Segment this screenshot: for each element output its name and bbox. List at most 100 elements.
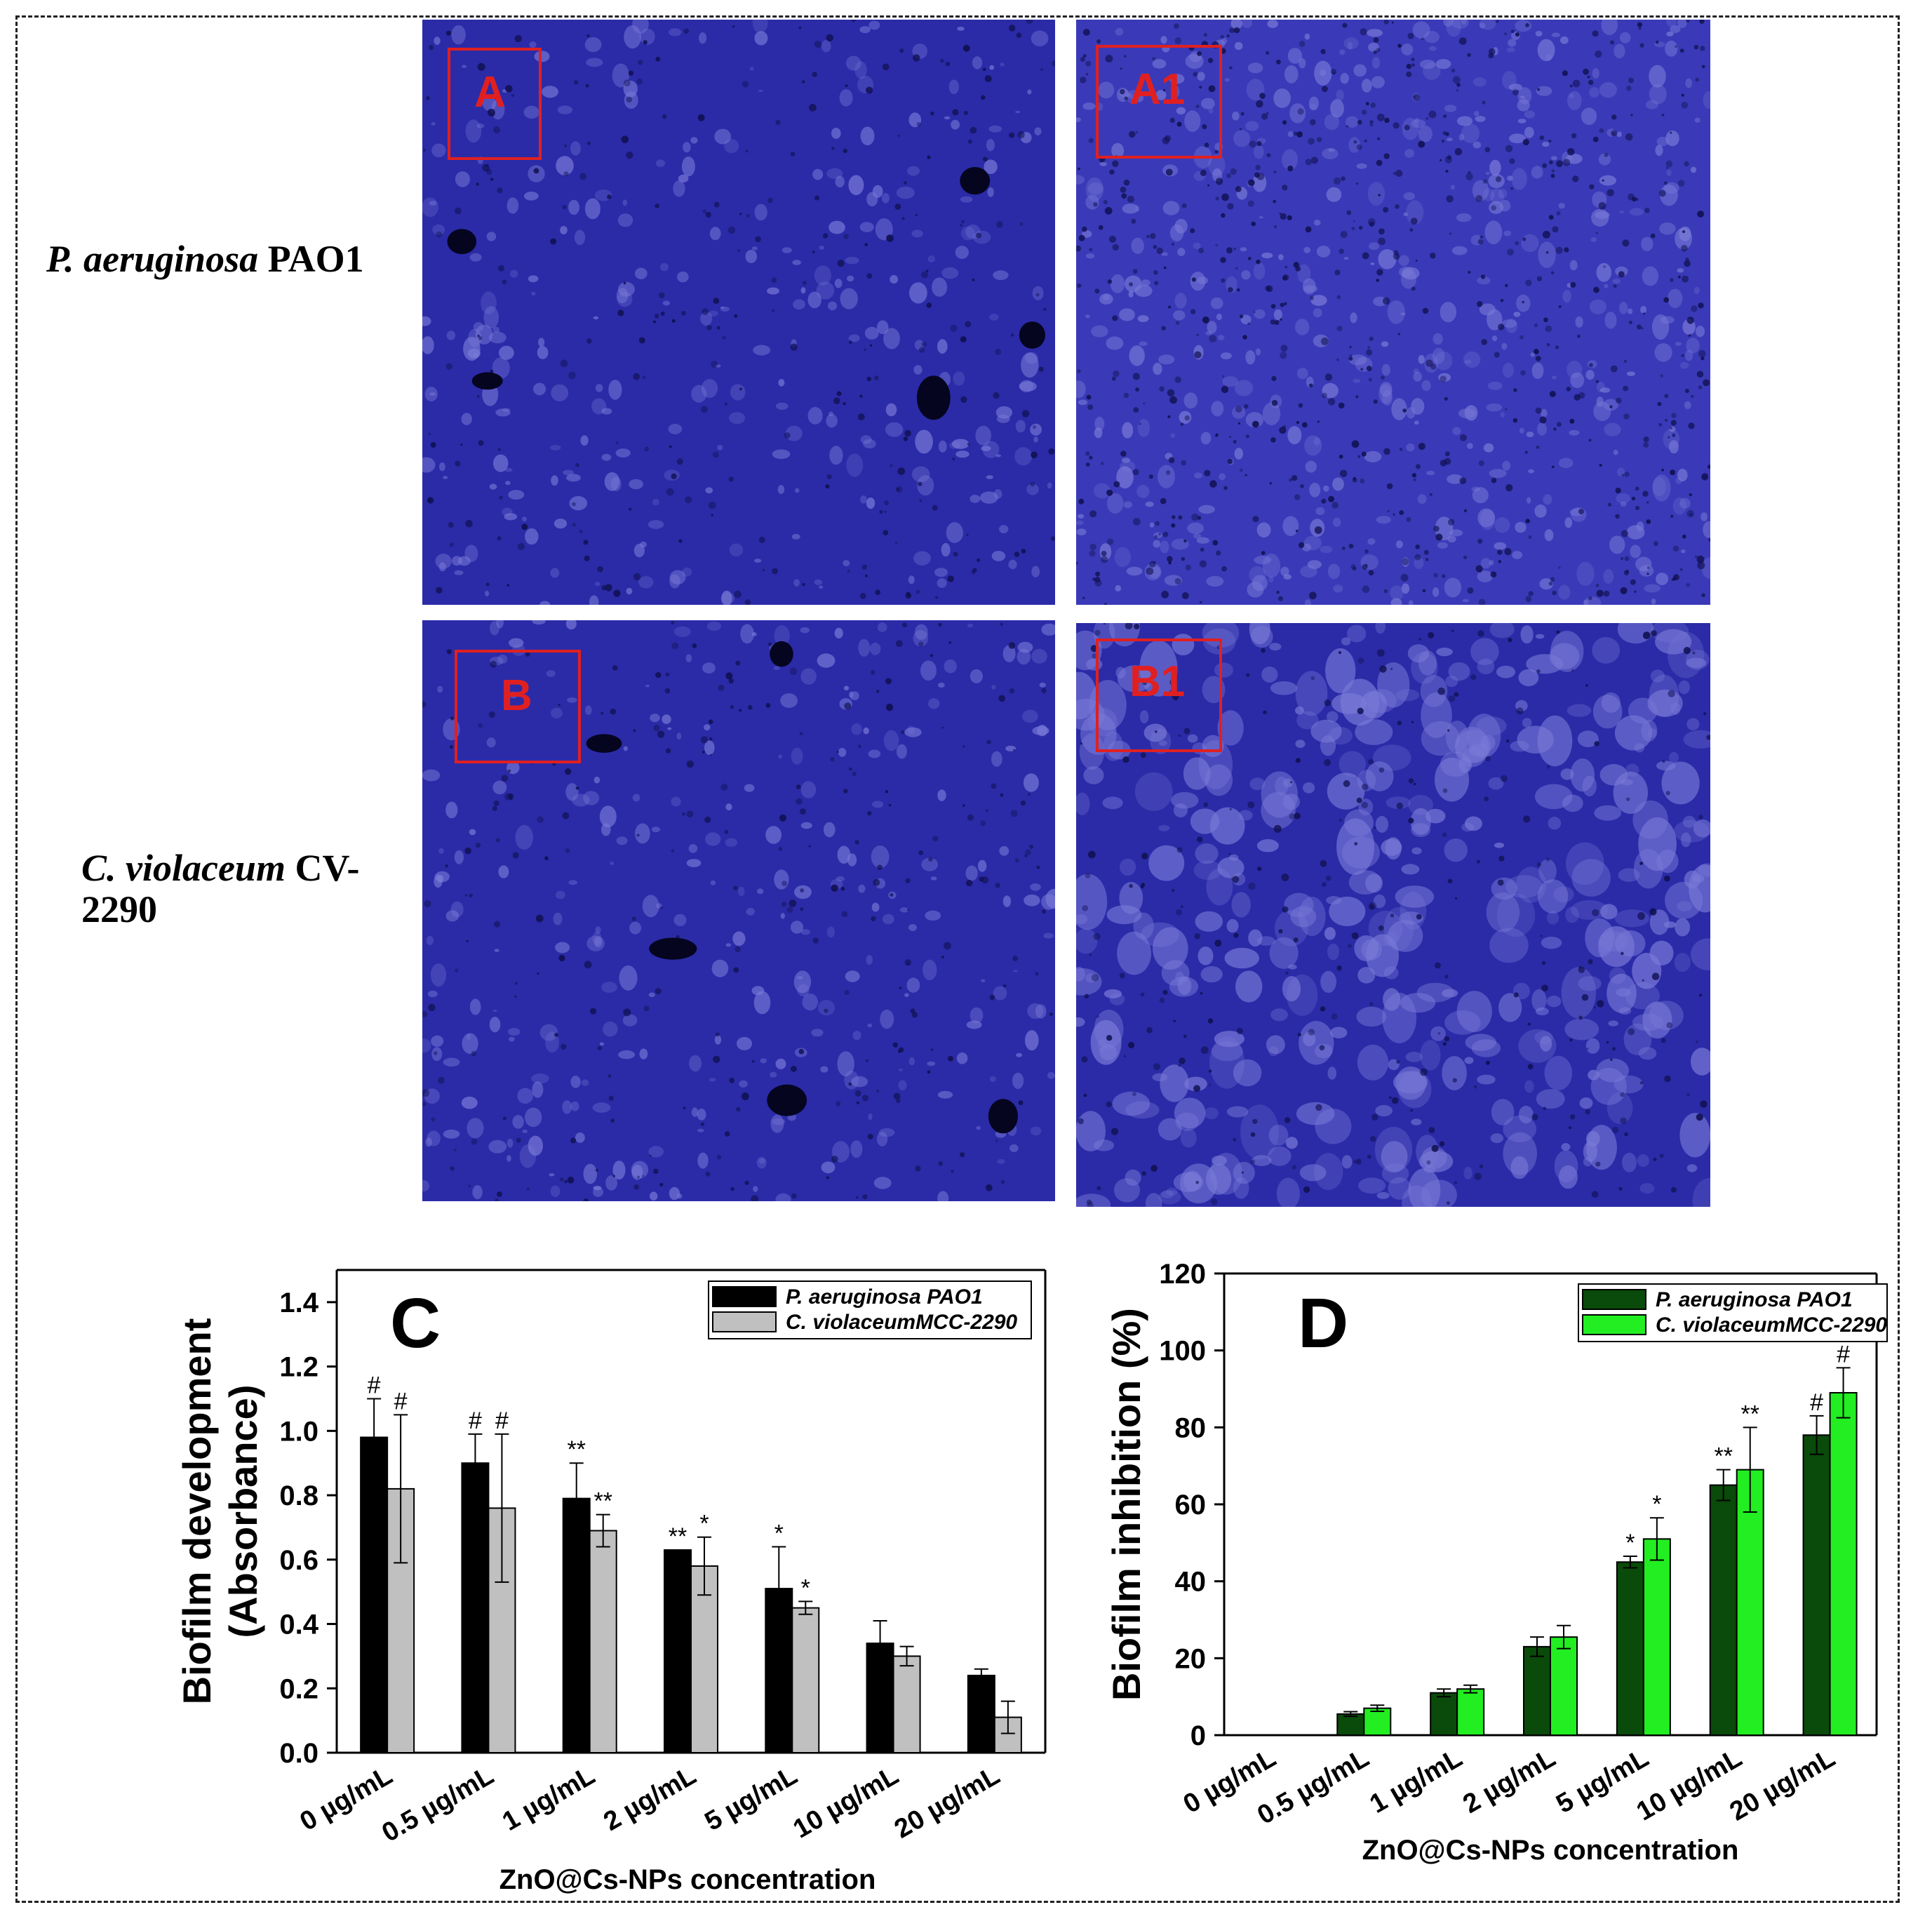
micrograph-light-patch — [1137, 315, 1149, 322]
micrograph-light-patch — [1581, 107, 1597, 125]
micrograph-light-patch — [1315, 1109, 1352, 1144]
micrograph-light-patch — [1534, 504, 1547, 518]
micrograph-cell-cluster — [1176, 847, 1183, 853]
micrograph-cell-cluster — [1413, 782, 1416, 786]
micrograph-light-patch — [599, 805, 617, 828]
micrograph-cell-cluster — [762, 569, 765, 572]
micrograph-light-patch — [1442, 989, 1458, 998]
micrograph-cell-cluster — [1190, 309, 1196, 315]
micrograph-light-patch — [539, 1024, 558, 1041]
micrograph-cell-cluster — [643, 40, 648, 45]
micrograph-light-patch — [987, 187, 994, 197]
micrograph-cell-cluster — [1381, 375, 1385, 380]
micrograph-cell-cluster — [1010, 333, 1014, 337]
micrograph-light-patch — [580, 435, 589, 446]
micrograph-light-patch — [1283, 574, 1292, 580]
micrograph-light-patch — [868, 20, 880, 30]
micrograph-cell-cluster — [960, 224, 962, 227]
micrograph-light-patch — [631, 1165, 643, 1180]
micrograph-light-patch — [1158, 1118, 1182, 1141]
micrograph-cell-cluster — [725, 672, 733, 680]
micrograph-cell-cluster — [1383, 20, 1389, 25]
micrograph-light-patch — [604, 472, 620, 491]
micrograph-cell-cluster — [436, 231, 443, 238]
micrograph-cell-cluster — [613, 589, 621, 597]
micrograph-cell-cluster — [986, 1184, 993, 1191]
micrograph-light-patch — [1554, 1150, 1578, 1182]
micrograph-light-patch — [570, 1101, 579, 1111]
micrograph-light-patch — [1655, 145, 1663, 156]
micrograph-light-patch — [1248, 929, 1263, 947]
micrograph-light-patch — [1296, 711, 1319, 730]
micrograph-light-patch — [1012, 1072, 1024, 1090]
micrograph-cell-cluster — [514, 34, 522, 43]
micrograph-light-patch — [498, 865, 509, 878]
micrograph-light-patch — [1310, 719, 1342, 743]
micrograph-cell-cluster — [1223, 486, 1228, 490]
micrograph-light-patch — [557, 105, 573, 114]
micrograph-cell-cluster — [692, 643, 697, 648]
micrograph-light-patch — [1009, 1144, 1019, 1152]
micrograph-light-patch — [1287, 974, 1318, 1016]
micrograph-cell-cluster — [497, 1191, 502, 1197]
micrograph-light-patch — [1268, 1124, 1289, 1146]
micrograph-light-patch — [995, 454, 1001, 457]
micrograph-light-patch — [671, 796, 681, 807]
chart-d-legend-swatch — [1582, 1314, 1646, 1335]
micrograph-light-patch — [778, 754, 783, 759]
micrograph-cell-cluster — [1556, 160, 1563, 168]
micrograph-light-patch — [730, 384, 746, 401]
micrograph-light-patch — [569, 496, 588, 511]
micrograph-light-patch — [1238, 810, 1253, 821]
micrograph-cell-cluster — [901, 730, 905, 735]
micrograph-cell-cluster — [1332, 72, 1336, 75]
micrograph-light-patch — [1601, 20, 1618, 35]
micrograph-light-patch — [1599, 82, 1617, 98]
micrograph-light-patch — [482, 95, 497, 111]
micrograph-cell-cluster — [1595, 380, 1599, 383]
micrograph-light-patch — [1375, 623, 1386, 634]
micrograph-cell-cluster — [894, 542, 898, 544]
micrograph-cell-cluster — [1429, 493, 1433, 497]
micrograph-light-patch — [758, 89, 763, 93]
micrograph-cell-cluster — [633, 373, 640, 380]
micrograph-cell-cluster — [1422, 589, 1426, 593]
micrograph-light-patch — [1546, 911, 1559, 925]
micrograph-cell-cluster — [772, 568, 778, 575]
micrograph-light-patch — [589, 595, 599, 605]
micrograph-light-patch — [1184, 110, 1201, 132]
micrograph-light-patch — [1341, 1155, 1353, 1169]
micrograph-cell-cluster — [913, 54, 920, 62]
micrograph-light-patch — [836, 876, 845, 882]
micrograph-cell-cluster — [1251, 221, 1256, 227]
micrograph-light-patch — [1329, 896, 1366, 927]
micrograph-cell-cluster — [1388, 1096, 1392, 1099]
micrograph-cell-cluster — [841, 911, 848, 918]
micrograph-cell-cluster — [1032, 425, 1037, 429]
micrograph-light-patch — [965, 865, 978, 881]
micrograph-light-patch — [1208, 107, 1214, 114]
micrograph-light-patch — [1303, 246, 1311, 253]
micrograph-light-patch — [1515, 20, 1532, 32]
micrograph-cell-cluster — [1174, 376, 1181, 383]
micrograph-light-patch — [1026, 483, 1039, 495]
micrograph-light-patch — [915, 624, 928, 641]
micrograph-light-patch — [1113, 1178, 1141, 1203]
micrograph-light-patch — [791, 747, 803, 765]
micrograph-light-patch — [476, 123, 485, 128]
micrograph-cell-cluster — [1443, 114, 1447, 119]
micrograph-cell-cluster — [1406, 517, 1411, 522]
row-label-cv-organism: C. violaceum — [81, 847, 286, 889]
micrograph-light-patch — [1603, 399, 1619, 411]
micrograph-cell-cluster — [1096, 1015, 1100, 1018]
micrograph-light-patch — [622, 199, 628, 206]
chart-d-x-tick-label: 1 µg/mL — [1365, 1743, 1468, 1819]
micrograph-cell-cluster — [1043, 307, 1047, 312]
micrograph-cell-cluster — [1369, 1135, 1376, 1142]
micrograph-light-patch — [438, 848, 444, 854]
micrograph-light-patch — [645, 684, 650, 688]
micrograph-light-patch — [890, 275, 899, 284]
micrograph-light-patch — [1640, 306, 1647, 314]
micrograph-light-patch — [469, 998, 481, 1015]
micrograph-cell-cluster — [1597, 1000, 1604, 1008]
